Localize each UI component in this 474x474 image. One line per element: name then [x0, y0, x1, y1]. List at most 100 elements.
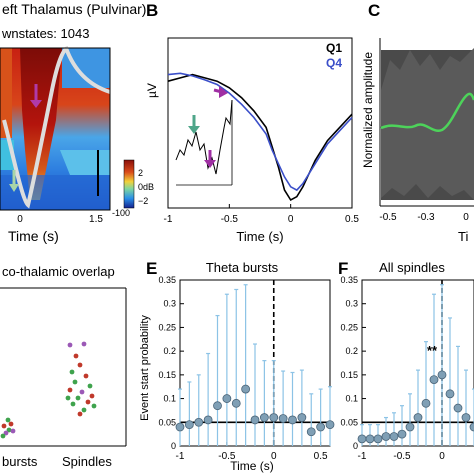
panel-b-ylabel: µV — [145, 83, 159, 98]
panel-b: B µV Q1 Q4 -1 -0.5 0 0.5 Time (s) — [145, 1, 359, 244]
data-point — [288, 415, 297, 425]
data-point — [194, 417, 204, 427]
data-point — [453, 403, 463, 413]
panel-f-plot: 0 0.05 0.1 0.15 0.2 0.25 0.3 0.35 -1 -0.5 0 — [340, 275, 474, 462]
panel-c-ylabel: Normalized amplitude — [361, 52, 375, 168]
inset-trace — [175, 99, 233, 186]
x-tick-label: -1 — [176, 451, 185, 462]
panel-d-dots — [0, 341, 97, 439]
y-tick-label: 0 — [171, 441, 176, 451]
data-point — [469, 422, 474, 432]
panel-a-title: eft Thalamus (Pulvinar) — [2, 1, 146, 17]
data-point — [389, 432, 399, 441]
panel-d-title: co-thalamic overlap — [2, 264, 115, 279]
panel-c-xtick: 0 — [463, 212, 469, 223]
significance-marker: ** — [427, 343, 438, 358]
panel-c-xtick: -0.5 — [379, 212, 397, 223]
data-point — [269, 413, 279, 422]
y-tick-label: 0.05 — [158, 417, 176, 427]
panel-b-axes — [167, 37, 353, 209]
data-point — [357, 434, 367, 444]
x-tick-label: 0 — [288, 214, 294, 225]
panel-c-xlabel: Ti — [458, 229, 468, 244]
series-line-q4 — [167, 72, 353, 192]
x-tick-label: 0.5 — [345, 214, 359, 225]
panel-f-letter: F — [338, 259, 348, 278]
panel-e-plot: 0 0.05 0.1 0.15 0.2 0.25 0.3 0.35 -1 -0.5 0 0.5 — [158, 275, 335, 462]
data-point — [203, 415, 213, 425]
mean-trace — [380, 92, 474, 132]
y-tick-label: 0.15 — [158, 370, 176, 380]
panel-e-xlabel: Time (s) — [230, 459, 274, 473]
panel-c-letter: C — [368, 1, 380, 20]
panel-d-category: Spindles — [62, 454, 112, 469]
x-tick-label: 0 — [271, 451, 277, 462]
data-point — [381, 432, 391, 441]
legend-q4: Q4 — [326, 56, 342, 70]
x-tick-label: -1 — [358, 451, 367, 462]
data-point — [278, 414, 288, 423]
y-tick-label: 0.3 — [345, 299, 358, 309]
panel-a-xlabel: Time (s) — [8, 228, 59, 244]
data-point — [213, 401, 222, 411]
colorbar-tick-mid: 0dB — [138, 182, 154, 192]
data-point — [373, 434, 383, 444]
x-tick-label: 0 — [439, 451, 445, 462]
data-point — [413, 413, 423, 422]
data-point — [222, 394, 232, 403]
x-tick-label: -0.5 — [393, 451, 411, 462]
panel-e-title: Theta bursts — [206, 260, 279, 275]
colorbar-tick-bottom: −2 — [138, 196, 148, 206]
data-point — [365, 434, 375, 444]
data-point — [250, 415, 260, 425]
y-tick-label: 0.35 — [340, 275, 358, 285]
x-tick-label: -0.5 — [218, 451, 236, 462]
data-point — [405, 422, 415, 432]
panel-e-ylabel: Event start probability — [139, 315, 151, 421]
data-point — [461, 413, 471, 422]
data-point — [397, 429, 407, 439]
panel-d: co-thalamic overlap bursts Spindles — [0, 264, 127, 469]
panel-a-xtick: 1.5 — [89, 214, 103, 225]
panel-e: E Theta bursts Event start probability 0… — [139, 259, 335, 473]
colorbar-tick-top: 2 — [138, 168, 143, 178]
y-tick-label: 0.15 — [340, 370, 358, 380]
data-point — [175, 422, 185, 432]
data-point — [231, 398, 241, 408]
panel-b-xlabel: Time (s) — [236, 229, 283, 244]
x-tick-label: -0.5 — [221, 214, 239, 225]
spectrogram-heatmap — [0, 46, 111, 210]
panel-c-xtick: -0.3 — [417, 212, 435, 223]
data-point — [241, 384, 251, 394]
panel-e-letter: E — [146, 259, 157, 278]
series-line-q1 — [167, 73, 353, 202]
y-tick-label: 0 — [353, 441, 358, 451]
panel-a-xtick: 0 — [17, 214, 23, 225]
x-tick-label: 0.5 — [314, 451, 328, 462]
panel-b-letter: B — [146, 1, 158, 20]
y-tick-label: 0.25 — [158, 322, 176, 332]
y-tick-label: 0.35 — [158, 275, 176, 285]
panel-b-plot — [167, 72, 353, 202]
panel-b-xticks: -1 -0.5 0 0.5 — [164, 204, 359, 225]
colorbar-tick-low: -100 — [112, 208, 130, 218]
data-point — [184, 420, 194, 430]
data-point — [421, 398, 431, 408]
legend-q1: Q1 — [326, 41, 342, 55]
x-tick-label: -1 — [164, 214, 173, 225]
y-tick-label: 0.2 — [345, 346, 358, 356]
panel-a: eft Thalamus (Pulvinar) wnstates: 1043 2… — [0, 1, 154, 244]
panel-c: C Normalized amplitude -0.5 -0.3 0 Ti — [361, 1, 474, 244]
y-tick-label: 0.1 — [345, 394, 358, 404]
y-tick-label: 0.05 — [340, 417, 358, 427]
panel-f-title: All spindles — [379, 260, 445, 275]
trace-overlay — [2, 46, 69, 209]
data-point — [316, 422, 326, 432]
panel-d-category: bursts — [2, 454, 38, 469]
data-point — [306, 427, 316, 437]
colorbar — [123, 159, 135, 209]
data-point — [429, 375, 439, 385]
y-tick-label: 0.3 — [163, 299, 176, 309]
panel-a-subtitle: wnstates: 1043 — [1, 26, 89, 41]
